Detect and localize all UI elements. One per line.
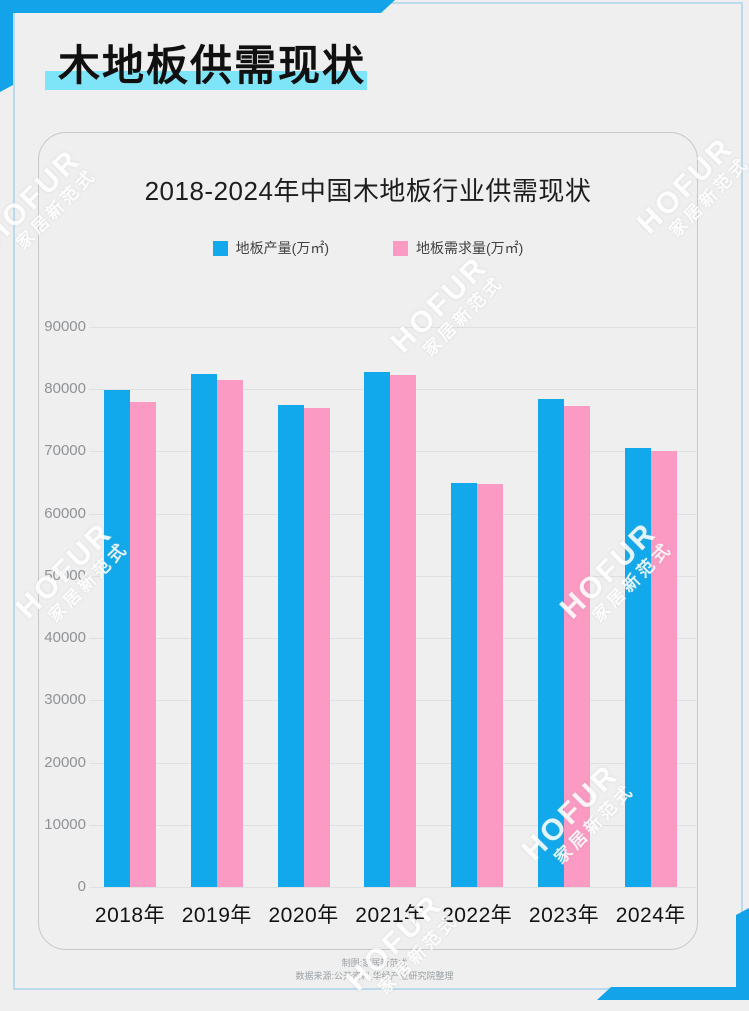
y-axis-label-40000: 40000	[44, 629, 86, 647]
bar-2023年-production	[538, 399, 564, 887]
gridline-0	[89, 887, 696, 888]
x-axis-label-2021年: 2021年	[355, 904, 426, 927]
bar-2023年-demand	[564, 406, 590, 887]
legend-label-production: 地板产量(万㎡)	[235, 240, 329, 256]
gridline-90000	[89, 327, 696, 328]
bar-2018年-production	[104, 389, 130, 887]
y-axis-label-10000: 10000	[44, 815, 86, 833]
bar-group-2018年	[104, 327, 156, 887]
page-footer: 制图:家居新范式 数据来源:公开资料,华经产业研究院整理	[0, 957, 749, 983]
bar-group-2024年	[624, 327, 677, 887]
footer-source: 数据来源:公开资料,华经产业研究院整理	[295, 971, 454, 981]
legend-label-demand: 地板需求量(万㎡)	[416, 240, 524, 256]
y-axis-label-20000: 20000	[44, 753, 86, 771]
bar-group-2021年	[364, 327, 417, 887]
legend-swatch-demand	[393, 240, 408, 256]
bar-2019年-production	[190, 373, 217, 887]
y-axis-label-0: 0	[77, 878, 86, 895]
page-header: 木地板供需现状	[45, 40, 367, 92]
corner-bar-right	[736, 908, 749, 1000]
plot-area: 0 10000 20000 30000 40000 50000 60000 70000 8000…	[44, 318, 696, 927]
bar-2022年-production	[451, 482, 478, 887]
bar-2019年-demand	[216, 379, 243, 887]
legend-swatch-production	[212, 240, 228, 256]
legend-item-production: 地板产量(万㎡)	[212, 238, 329, 258]
bar-group-2023年	[538, 327, 590, 887]
bar-2020年-production	[277, 404, 304, 887]
bar-2022年-demand	[477, 484, 504, 887]
legend-item-demand: 地板需求量(万㎡)	[393, 238, 523, 258]
y-axis-label-90000: 90000	[44, 318, 86, 335]
chart-title: 2018-2024年中国木地板行业供需现状	[144, 176, 592, 206]
title-highlight	[45, 71, 367, 90]
corner-bar-left	[0, 0, 13, 92]
y-axis-label-50000: 50000	[44, 566, 86, 584]
corner-bar-bottom	[597, 987, 749, 1000]
bar-2021年-demand	[390, 374, 417, 887]
bar-2021年-production	[364, 371, 391, 887]
x-axis-label-2022年: 2022年	[442, 904, 513, 927]
y-axis-label-30000: 30000	[44, 691, 86, 709]
bar-2020年-demand	[303, 407, 330, 887]
y-axis-label-80000: 80000	[44, 380, 86, 398]
chart-card: 2018-2024年中国木地板行业供需现状 地板产量(万㎡) 地板需求量(万㎡)…	[38, 132, 698, 950]
bar-group-2020年	[277, 327, 330, 887]
corner-bar-top	[0, 0, 395, 13]
chart-legend: 地板产量(万㎡) 地板需求量(万㎡)	[39, 238, 697, 258]
page-title: 木地板供需现状	[58, 42, 367, 89]
bar-2024年-demand	[650, 450, 677, 887]
x-axis-label-2018年: 2018年	[94, 904, 166, 927]
bar-group-2019年	[190, 327, 243, 887]
footer-credit: 制图:家居新范式	[341, 958, 408, 968]
bar-2024年-production	[624, 448, 651, 887]
y-axis-label-70000: 70000	[44, 442, 86, 460]
x-axis-label-2023年: 2023年	[528, 904, 600, 927]
x-axis-label-2024年: 2024年	[615, 904, 686, 927]
x-axis-label-2019年: 2019年	[181, 904, 252, 927]
y-axis-label-60000: 60000	[44, 504, 86, 522]
bar-2018年-demand	[130, 401, 156, 887]
x-axis-label-2020年: 2020年	[268, 904, 339, 927]
bar-group-2022年	[451, 327, 504, 887]
